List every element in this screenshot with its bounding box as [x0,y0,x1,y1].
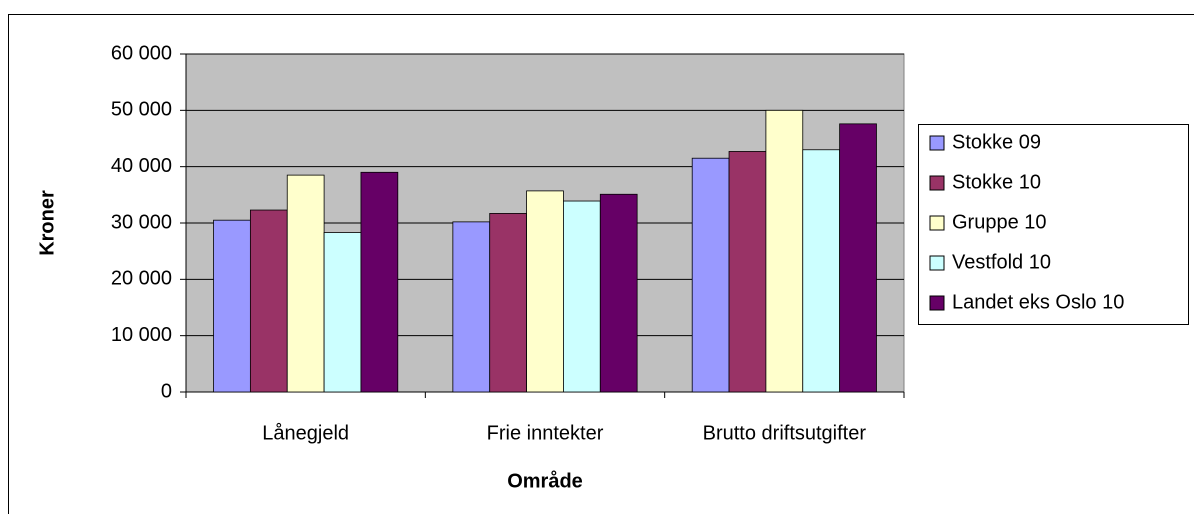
x-tick-label: Lånegjeld [262,422,349,444]
legend-swatch [929,175,945,191]
bar [802,149,841,393]
bar [249,209,288,393]
y-tick-label: 0 [161,380,172,402]
x-tick-label: Frie inntekter [487,422,604,444]
bar [323,232,362,393]
bar [563,200,601,393]
y-tick-label: 30 000 [111,211,172,233]
bar [728,151,767,393]
bar [765,109,804,393]
legend-swatch [929,295,945,311]
legend-swatch [929,255,945,271]
legend-label: Stokke 10 [952,171,1041,193]
x-tick-label: Brutto driftsutgifter [703,422,867,444]
bar [489,213,527,393]
bar [286,174,325,393]
legend [918,124,1189,325]
legend-label: Gruppe 10 [952,211,1047,233]
bar [599,193,638,393]
legend-label: Landet eks Oslo 10 [952,291,1124,313]
y-tick-label: 20 000 [111,268,172,290]
bar [526,190,564,393]
x-axis-title: Område [507,469,583,492]
y-tick-label: 60 000 [111,42,172,64]
y-tick-label: 10 000 [111,324,172,346]
legend-swatch [929,215,945,231]
bar [839,123,877,393]
bar [452,221,491,393]
y-tick-label: 40 000 [111,155,172,177]
bar [691,157,730,393]
legend-label: Stokke 09 [952,131,1041,153]
y-tick-label: 50 000 [111,99,172,121]
bar [213,219,251,393]
legend-label: Vestfold 10 [952,251,1051,273]
y-axis-title: Kroner [36,190,58,256]
bar [360,171,399,393]
legend-swatch [929,135,945,151]
